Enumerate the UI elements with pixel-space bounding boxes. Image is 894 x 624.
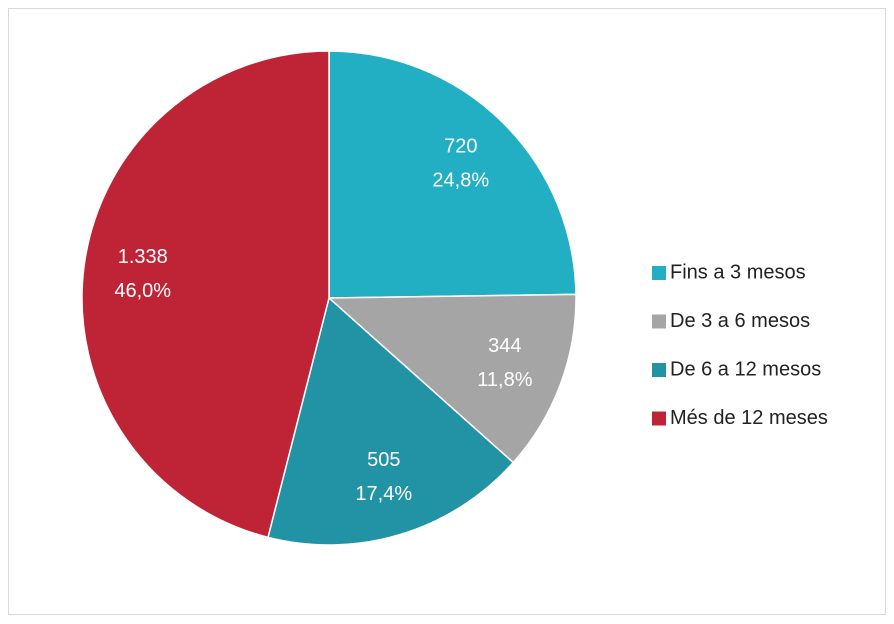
legend-label: De 6 a 12 mesos <box>670 358 821 380</box>
legend-swatch <box>652 314 666 329</box>
legend-label: De 3 a 6 mesos <box>670 310 810 332</box>
legend-swatch <box>652 363 666 377</box>
percent-label: 11,8% <box>477 369 532 391</box>
data-label: 505 <box>367 449 400 471</box>
percent-label: 24,8% <box>432 170 489 192</box>
legend-label: Més de 12 meses <box>670 407 828 429</box>
data-label: 1.338 <box>118 246 168 268</box>
data-label: 344 <box>488 335 521 357</box>
legend-label: Fins a 3 mesos <box>670 261 806 283</box>
pie-slice <box>267 296 515 546</box>
legend-swatch <box>652 266 666 280</box>
pie-slice <box>81 50 330 539</box>
data-label: 720 <box>444 136 477 158</box>
percent-label: 17,4% <box>355 483 412 505</box>
legend-swatch <box>652 411 666 426</box>
percent-label: 46,0% <box>114 280 171 302</box>
pie-slice <box>328 50 577 299</box>
pie-slice <box>327 293 577 464</box>
